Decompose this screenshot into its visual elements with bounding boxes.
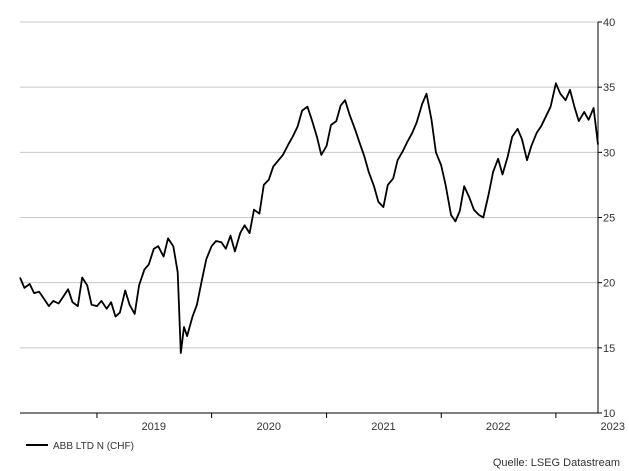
- y-tick-label: 25: [603, 213, 615, 225]
- legend-label: ABB LTD N (CHF): [53, 441, 134, 452]
- y-tick-label: 35: [603, 82, 615, 94]
- y-tick-label: 30: [603, 147, 615, 159]
- y-tick-label: 15: [603, 343, 615, 355]
- y-tick-label: 40: [603, 17, 615, 29]
- legend: ABB LTD N (CHF): [26, 441, 134, 452]
- axes: [20, 22, 599, 414]
- x-tick-label: 2019: [142, 421, 166, 433]
- x-axis-ticks: 2019 2020 2021 2022 2023: [96, 413, 625, 433]
- y-tick-label: 10: [603, 408, 615, 420]
- x-tick-label: 2022: [486, 421, 510, 433]
- x-tick-label: 2021: [371, 421, 395, 433]
- series-line: [19, 82, 599, 354]
- x-tick-label: 2023: [601, 421, 625, 433]
- source-label: Quelle: LSEG Datastream: [493, 457, 620, 469]
- y-axis-ticks: 10 15 20 25 30 35 40: [598, 17, 615, 420]
- series-layer: [19, 82, 599, 354]
- x-tick-label: 2020: [257, 421, 281, 433]
- grid-lines: [20, 21, 598, 349]
- y-tick-label: 20: [603, 278, 615, 290]
